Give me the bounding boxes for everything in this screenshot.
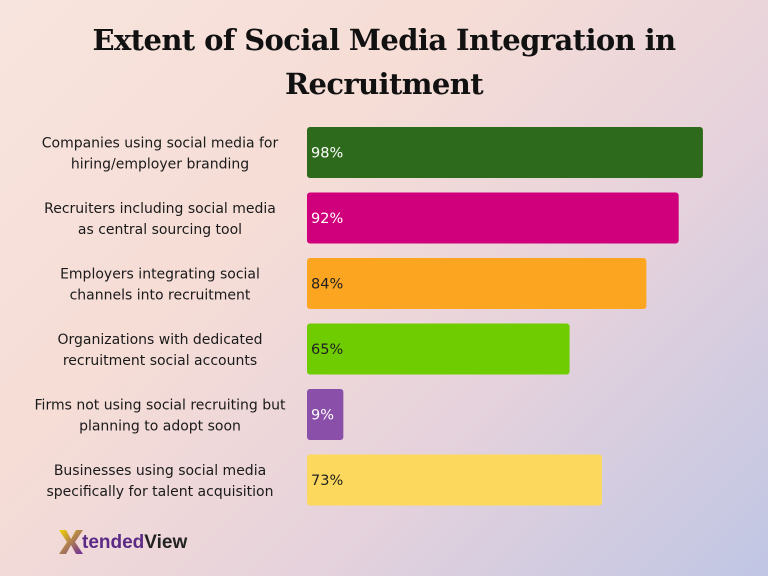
brand-name-part1: tended: [82, 531, 145, 553]
category-label: Employers integrating social channels int…: [60, 267, 260, 304]
chart-title: Extent of Social Media Integration in Re…: [92, 23, 676, 101]
brand-logo: tendedView: [58, 526, 187, 558]
category-label-line: Companies using social media for: [42, 136, 279, 152]
category-label-line: recruitment social accounts: [63, 353, 257, 369]
x-logo-icon: [59, 530, 83, 554]
bar: [307, 192, 679, 244]
category-label-line: Businesses using social media: [54, 463, 266, 479]
data-label: 65%: [311, 342, 343, 358]
data-label: 92%: [311, 211, 343, 227]
category-label-line: Firms not using social recruiting but: [35, 398, 286, 414]
bar: [307, 127, 703, 178]
category-label-line: Recruiters including social media: [44, 201, 276, 217]
category-label-line: hiring/employer branding: [71, 157, 249, 173]
category-label: Businesses using social media specificall…: [46, 463, 273, 500]
brand-name-part2: View: [144, 531, 188, 553]
category-label-line: channels into recruitment: [70, 288, 251, 304]
category-label: Companies using social media for hiring/e…: [42, 136, 279, 173]
category-label-line: as central sourcing tool: [78, 222, 242, 238]
category-label-line: Employers integrating social: [60, 267, 260, 283]
category-label-line: Organizations with dedicated: [58, 332, 263, 348]
bar: [307, 258, 647, 309]
data-label: 98%: [311, 146, 343, 162]
bar: [307, 389, 344, 440]
bar: [307, 323, 570, 375]
brand-name: tendedView: [82, 533, 187, 552]
data-label: 84%: [311, 277, 343, 293]
category-label: Organizations with dedicated recruitment …: [58, 332, 263, 369]
data-label: 9%: [311, 408, 334, 424]
data-label: 73%: [311, 473, 343, 489]
category-label-line: specifically for talent acquisition: [46, 484, 273, 500]
category-label: Recruiters including social media as cent…: [44, 201, 276, 238]
category-label: Firms not using social recruiting but pla…: [35, 398, 286, 435]
category-label-line: planning to adopt soon: [79, 419, 241, 435]
bar: [307, 454, 602, 506]
